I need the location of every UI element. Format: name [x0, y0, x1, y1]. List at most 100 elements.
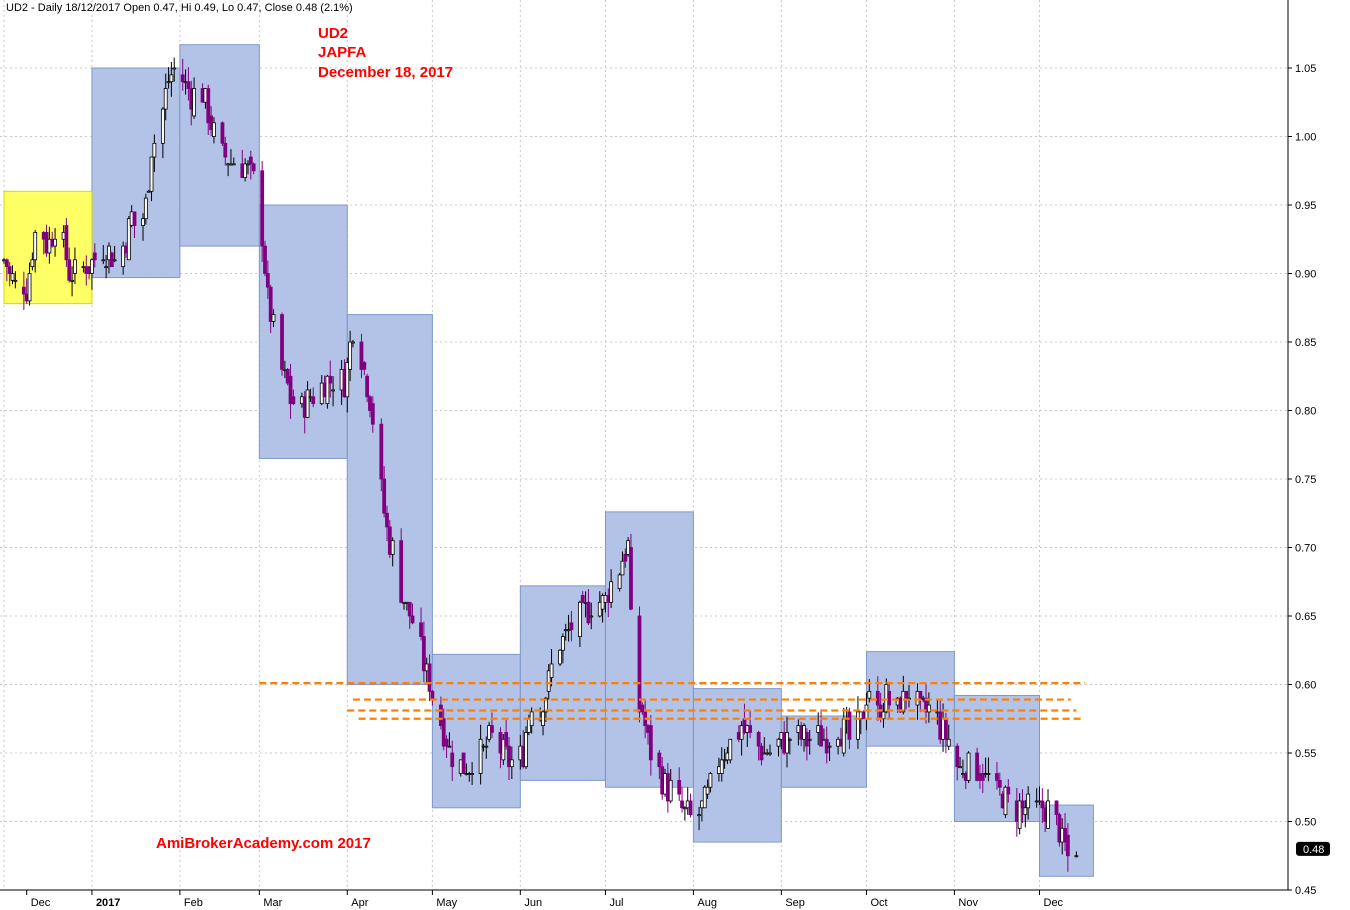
y-tick-label: 0.85 — [1295, 337, 1316, 349]
candle-up — [146, 190, 151, 193]
candle-up — [986, 773, 991, 775]
y-axis-ticks: 1.05 1.00 0.95 0.90 0.85 0.80 0.75 0.70 0.65 0.60… — [1288, 63, 1316, 897]
x-tick-label: May — [436, 897, 457, 909]
candle-down — [819, 725, 823, 747]
candle-up — [1046, 800, 1050, 829]
candle-down — [260, 170, 265, 247]
candle-up — [160, 108, 165, 144]
watermark-annotation: AmiBrokerAcademy.com 2017 — [156, 835, 371, 852]
candle-up — [104, 266, 109, 269]
candle-up — [246, 163, 250, 166]
candle-up — [524, 732, 528, 768]
candle-down — [407, 601, 412, 617]
candle-down — [7, 266, 12, 274]
y-tick-label: 0.95 — [1295, 200, 1316, 212]
x-tick-label: Sep — [785, 897, 805, 909]
candle-up — [501, 738, 506, 761]
y-tick-label: 0.80 — [1295, 406, 1316, 418]
candle-up — [958, 766, 962, 769]
candle-down — [444, 738, 449, 747]
candle-up — [27, 273, 32, 302]
candle-down — [441, 718, 446, 747]
candle-down — [365, 375, 370, 398]
candlestick-series — [2, 57, 1079, 872]
y-tick-label: 0.75 — [1295, 474, 1316, 486]
date-annotation: December 18, 2017 — [318, 64, 453, 81]
candle-down — [507, 745, 511, 768]
candle-down — [220, 122, 225, 144]
candle-down — [410, 615, 415, 624]
x-tick-label: Nov — [958, 897, 978, 909]
candle-down — [904, 690, 909, 699]
candle-up — [864, 704, 869, 720]
candle-up — [143, 197, 148, 220]
candle-down — [637, 615, 642, 713]
candle-up — [697, 814, 701, 817]
candle-up — [617, 574, 622, 590]
candle-down — [382, 478, 387, 514]
candle-down — [67, 259, 72, 281]
candle-down — [943, 718, 948, 740]
candle-down — [291, 396, 296, 405]
candle-down — [251, 163, 256, 172]
candle-up — [620, 560, 625, 576]
candle-up — [1017, 800, 1022, 829]
candle-up — [271, 314, 276, 322]
candle-up — [13, 279, 18, 282]
candle-down — [1006, 786, 1011, 795]
candle-down — [248, 156, 253, 165]
candle-down — [263, 245, 267, 274]
candle-down — [328, 375, 333, 384]
candle-up — [126, 218, 131, 261]
candle-down — [640, 704, 645, 713]
y-tick-label: 0.45 — [1295, 885, 1316, 897]
candle-down — [92, 252, 97, 261]
candle-up — [121, 245, 126, 268]
candle-up — [390, 540, 395, 555]
y-tick-label: 0.65 — [1295, 611, 1316, 623]
candle-down — [438, 704, 443, 726]
y-tick-label: 0.70 — [1295, 543, 1316, 555]
candle-up — [163, 88, 168, 110]
candle-down — [288, 375, 293, 405]
x-axis-ticks: Dec 2017 Feb Mar Apr May Jun Jul Aug Sep Oct Nov Dec — [26, 890, 1064, 909]
candle-up — [529, 711, 534, 727]
x-tick-label: Feb — [184, 897, 203, 909]
y-tick-label: 0.60 — [1295, 680, 1316, 692]
candle-down — [504, 732, 509, 747]
candle-up — [484, 745, 489, 748]
candle-up — [509, 759, 514, 768]
candle-down — [680, 800, 684, 809]
candle-up — [30, 259, 35, 268]
candle-down — [280, 314, 284, 370]
candle-up — [668, 780, 673, 802]
candle-down — [748, 725, 753, 733]
candle-down — [1040, 800, 1045, 809]
candle-up — [856, 711, 860, 740]
candle-up — [768, 752, 772, 755]
y-tick-label: 0.90 — [1295, 269, 1316, 281]
candle-up — [351, 341, 355, 344]
x-tick-label: Aug — [697, 897, 717, 909]
x-tick-label: Jun — [524, 897, 542, 909]
candle-down — [421, 636, 426, 672]
candle-up — [243, 163, 248, 178]
y-tick-label: 0.55 — [1295, 748, 1316, 760]
candle-down — [569, 622, 574, 631]
candle-down — [918, 690, 923, 699]
candle-down — [847, 711, 852, 740]
ticker-annotation: UD2 — [318, 25, 348, 42]
company-annotation: JAPFA — [318, 44, 367, 61]
last-price-tag: 0.48 — [1296, 841, 1330, 856]
candle-up — [33, 231, 38, 261]
monthly-range-box — [258, 204, 348, 459]
candle-up — [682, 807, 687, 810]
candle-up — [705, 786, 710, 795]
candle-up — [708, 773, 713, 788]
candle-up — [1074, 855, 1079, 858]
candle-down — [580, 595, 585, 603]
candle-down — [180, 74, 185, 83]
candle-down — [875, 690, 880, 706]
candle-down — [186, 81, 191, 89]
